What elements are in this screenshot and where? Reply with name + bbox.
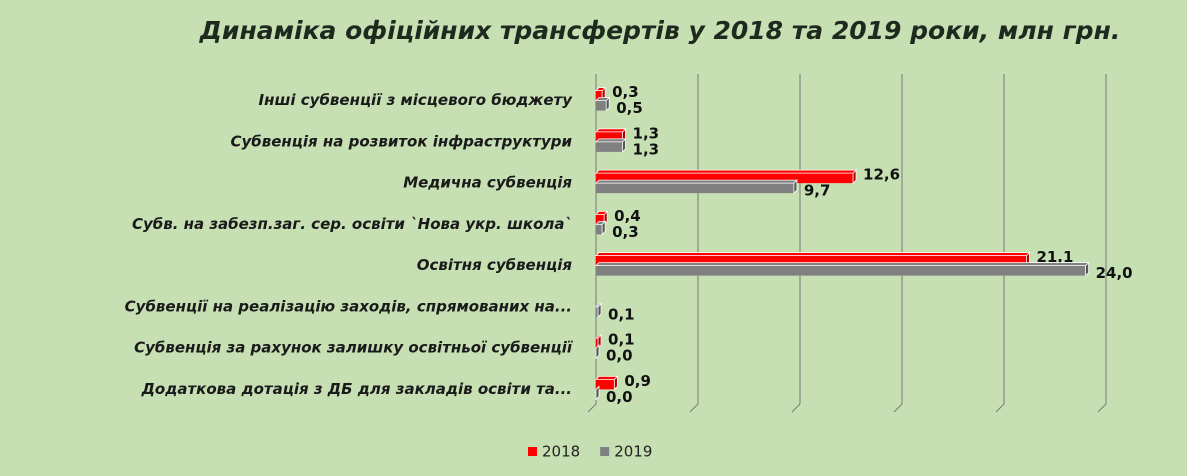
legend-label: 2019 xyxy=(614,443,652,461)
bar xyxy=(596,141,623,152)
value-label: 0,1 xyxy=(608,331,635,349)
legend-swatch xyxy=(528,447,537,456)
grid-line-foot xyxy=(893,403,903,413)
bar-top xyxy=(595,386,600,390)
bar-top xyxy=(595,179,798,184)
value-label: 0,0 xyxy=(606,347,633,365)
bar-top xyxy=(595,303,603,308)
value-label: 9,7 xyxy=(804,182,831,200)
bar xyxy=(596,90,603,101)
grid-line-foot xyxy=(587,403,597,413)
bar xyxy=(596,131,623,142)
value-label: 0,3 xyxy=(612,83,639,101)
bar-top xyxy=(595,262,1090,267)
bar-top xyxy=(595,210,609,215)
bar xyxy=(596,100,607,111)
bar-top xyxy=(595,128,627,133)
bar-top xyxy=(595,138,627,143)
grid-line-foot xyxy=(1097,403,1107,413)
category-label: Інші субвенції з місцевого бюджету xyxy=(259,91,574,109)
value-label: 12,6 xyxy=(863,166,900,184)
category-label: Субвенція на розвиток інфраструктури xyxy=(230,132,572,150)
bar-top xyxy=(595,169,858,174)
bar-top xyxy=(595,334,603,339)
value-label: 0,3 xyxy=(612,223,639,241)
category-label: Медична субвенція xyxy=(403,174,572,192)
value-label: 1,3 xyxy=(633,140,660,158)
bar xyxy=(596,338,599,349)
bar-top xyxy=(595,220,607,225)
category-label: Субв. на забезп.заг. сер. освіти `Нова у… xyxy=(132,215,572,233)
value-label: 21,1 xyxy=(1036,248,1073,266)
bar xyxy=(596,183,794,194)
category-label: Освітня субвенція xyxy=(417,256,573,274)
category-label: Субвенції на реалізацію заходів, спрямов… xyxy=(125,297,572,315)
bar-top xyxy=(595,252,1031,257)
bar-top xyxy=(595,97,611,102)
value-label: 0,9 xyxy=(624,372,651,390)
bar xyxy=(596,379,615,390)
bar xyxy=(596,173,854,184)
value-label: 24,0 xyxy=(1096,264,1133,282)
bar xyxy=(596,214,605,225)
legend-swatch xyxy=(600,447,610,456)
bar-top xyxy=(595,375,619,380)
bar xyxy=(596,265,1086,276)
category-label: Субвенція за рахунок залишку освітньої с… xyxy=(134,339,574,357)
value-label: 0,5 xyxy=(616,99,643,117)
bar-top xyxy=(595,87,607,92)
bar xyxy=(596,255,1027,266)
legend-label: 2018 xyxy=(542,443,580,461)
category-label: Додаткова дотація з ДБ для закладів осві… xyxy=(141,380,572,398)
bar-top xyxy=(595,344,600,349)
value-label: 0,0 xyxy=(606,388,633,406)
chart-title: Динаміка офіційних трансфертів у 2018 та… xyxy=(199,16,1121,45)
value-label: 0,4 xyxy=(614,207,641,225)
bar xyxy=(596,224,603,235)
bar xyxy=(596,306,599,317)
grid-line-foot xyxy=(689,403,699,413)
grid-line-foot xyxy=(791,403,801,413)
value-label: 1,3 xyxy=(633,124,660,142)
grid-line-foot xyxy=(995,403,1005,413)
value-label: 0,1 xyxy=(608,305,635,323)
